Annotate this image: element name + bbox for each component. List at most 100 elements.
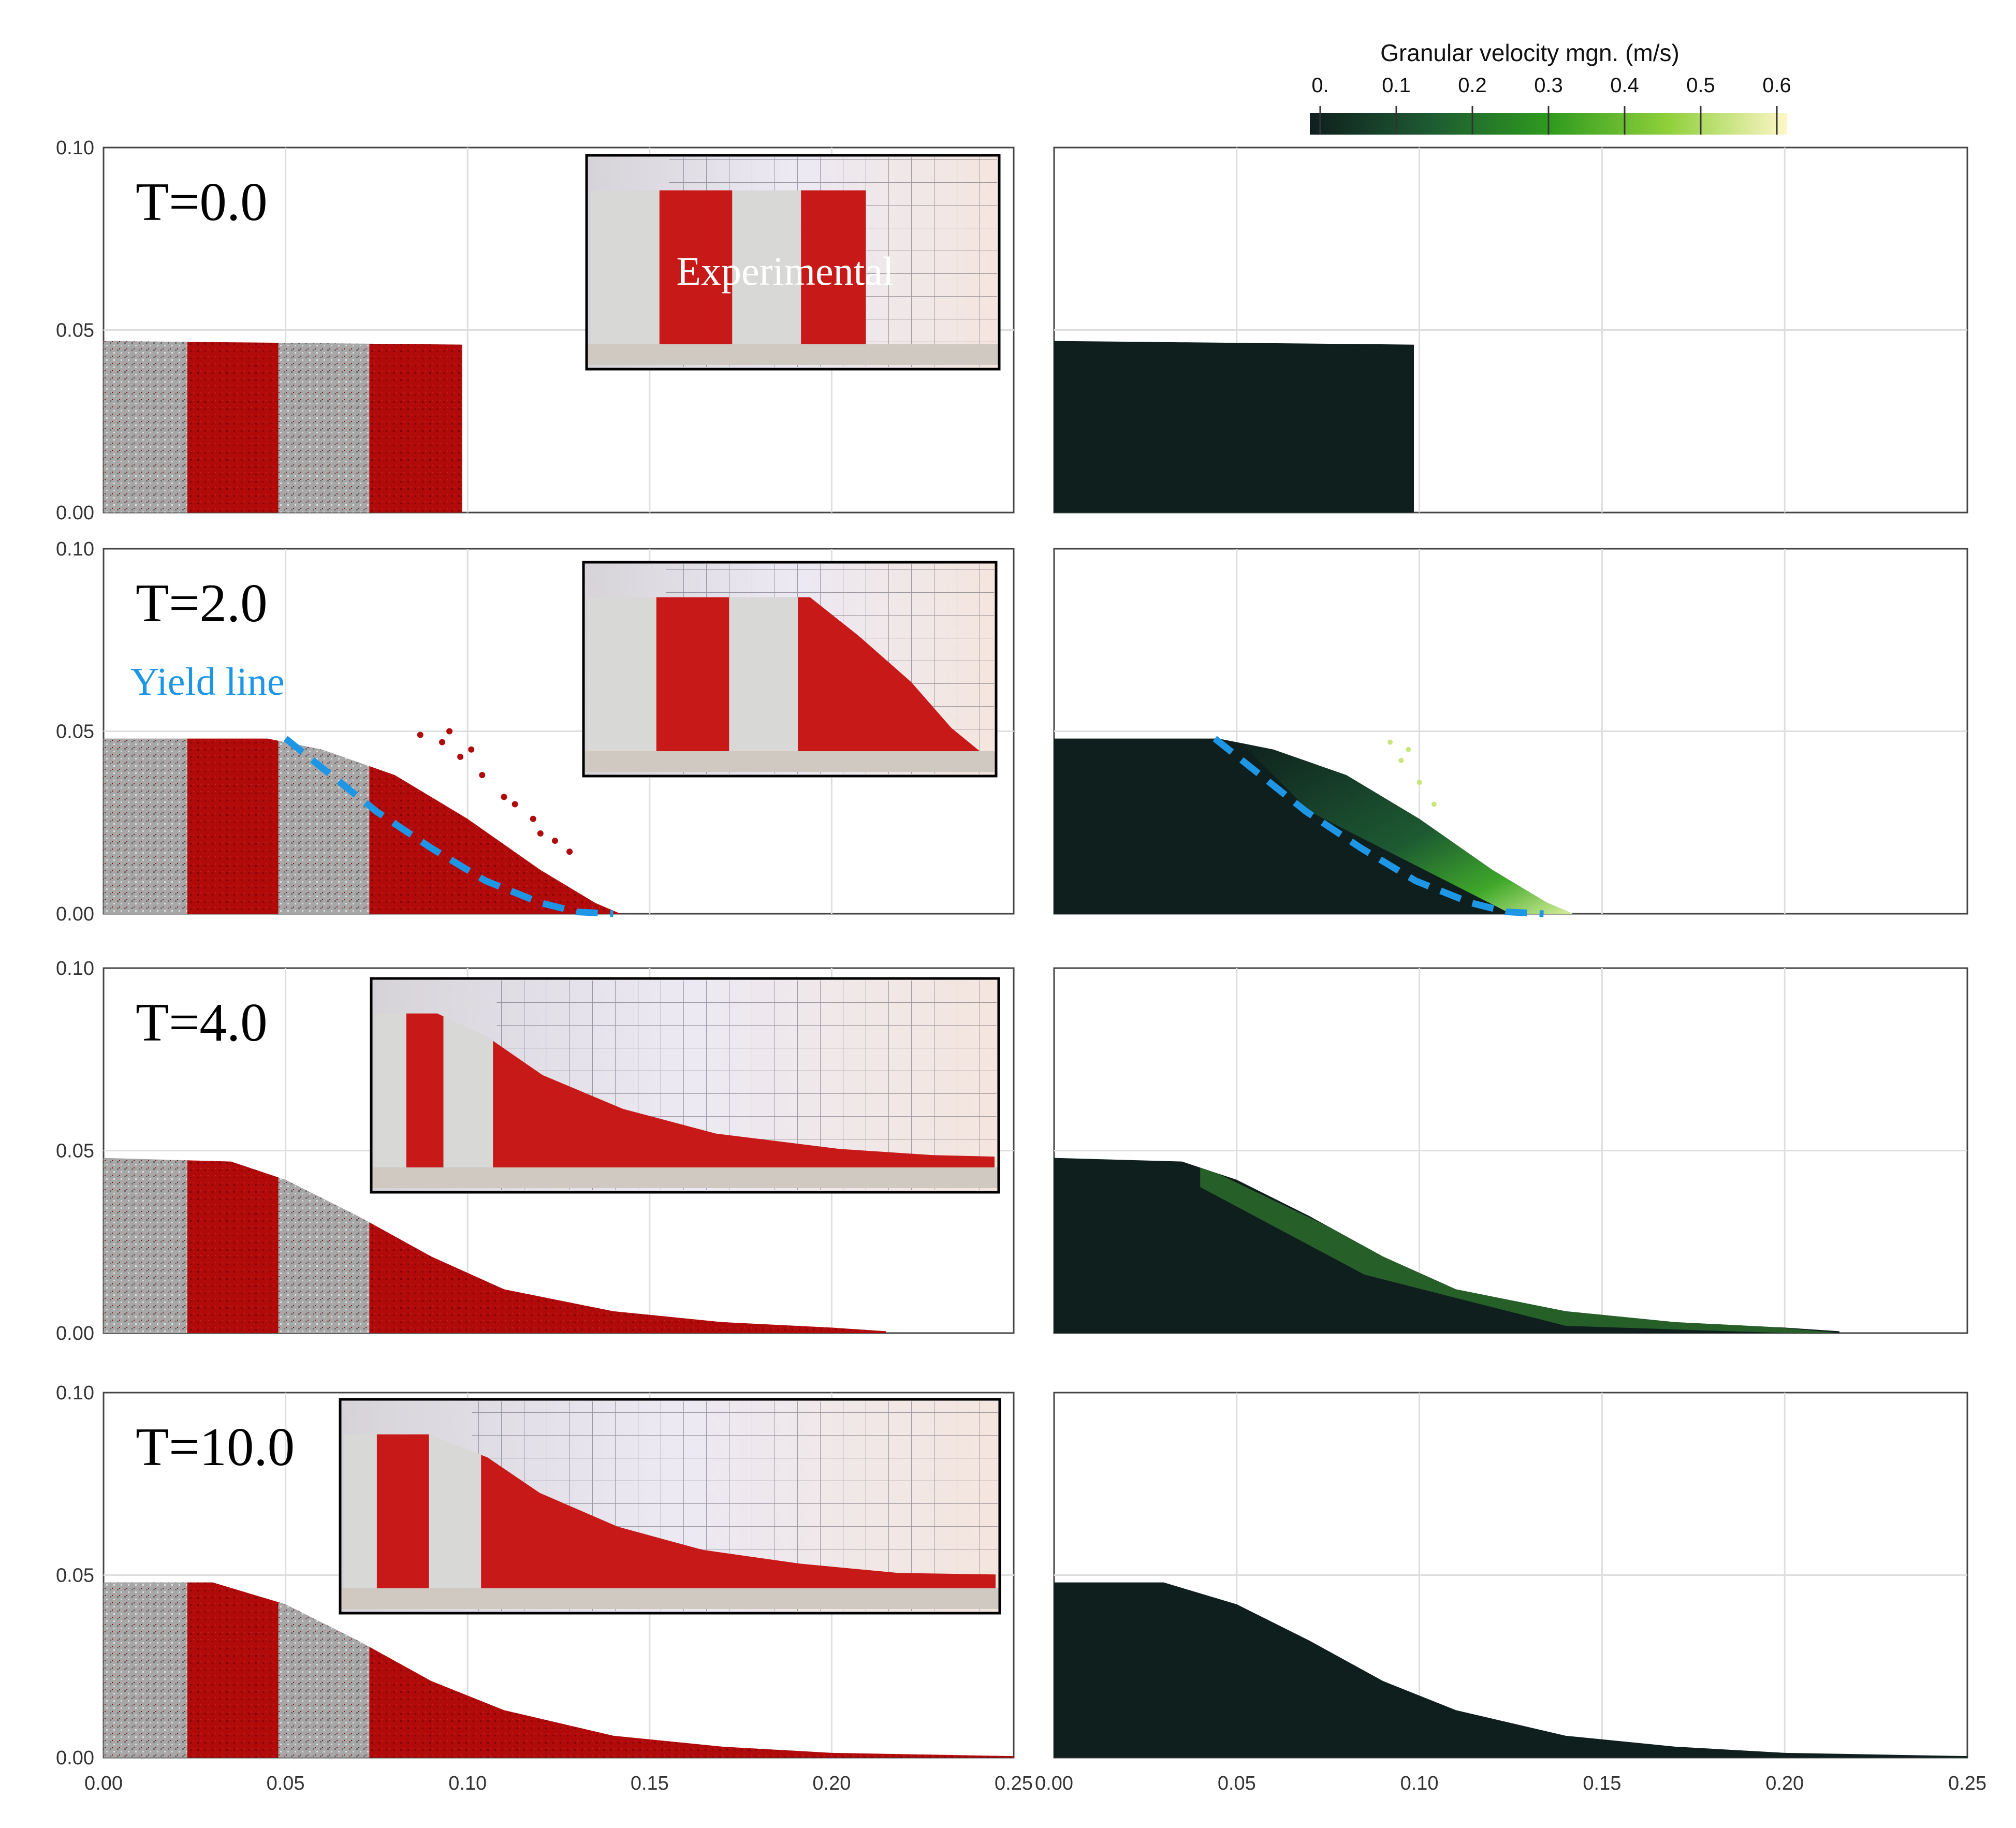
inset-stripe xyxy=(732,190,801,344)
colorbar-tick-label: 0.4 xyxy=(1610,74,1639,97)
x-tick-label: 0.05 xyxy=(267,1773,305,1794)
inset-stripe xyxy=(656,597,729,751)
flowing-layer xyxy=(1236,738,1573,914)
experimental-photo-inset xyxy=(339,1398,1001,1615)
velocity-panel xyxy=(1053,147,1968,514)
red-particle-stripe xyxy=(187,341,279,513)
inset-border xyxy=(582,561,998,778)
inset-stripe xyxy=(376,1434,429,1588)
inset-stripe xyxy=(801,190,866,344)
grey-particle-stripe xyxy=(104,341,187,513)
y-tick-label: 0.05 xyxy=(56,320,94,342)
ejected-particle xyxy=(1431,801,1437,807)
inset-stripe xyxy=(659,190,733,344)
ejected-particle xyxy=(479,772,486,779)
panel-row: 0.10 0.05 0.00 0.00 0.05 0.10 0.15 0.20 0.25 T=10… xyxy=(56,1382,1986,1794)
particle-panel: 0.10 0.05 0.00 0.00 0.05 0.10 0.15 0.20 0.25 T=10… xyxy=(56,1382,1033,1794)
inset-floor xyxy=(340,1588,1000,1609)
panel-rows: 0.100.050.00T=0.0Experimental0.100.050.0… xyxy=(56,137,1986,1794)
ejected-particle xyxy=(1398,757,1404,763)
velocity-panel xyxy=(1053,967,1968,1334)
inset-stripe xyxy=(375,1013,406,1167)
panel-row: 0.10 0.05 0.00 T=2.0 Yield line xyxy=(56,538,1968,925)
x-tick-label: 0.10 xyxy=(1400,1773,1439,1794)
y-tick-label: 0.00 xyxy=(56,1747,94,1769)
ejected-particle xyxy=(512,801,518,808)
inset-stripe xyxy=(406,1013,444,1167)
inset-floor xyxy=(371,1167,999,1188)
ejected-particle xyxy=(537,830,544,837)
experimental-photo-inset: Experimental xyxy=(585,154,1001,371)
x-tick-label: 0.25 xyxy=(1948,1773,1986,1794)
yield-line-label: Yield line xyxy=(130,660,285,704)
experimental-photo-inset xyxy=(370,977,1000,1194)
y-tick-label: 0.05 xyxy=(56,1140,94,1162)
colorbar-title: Granular velocity mgn. (m/s) xyxy=(1380,39,1679,66)
colorbar-tick-label: 0.3 xyxy=(1534,74,1563,97)
velocity-colorbar: Granular velocity mgn. (m/s) 0. 0.1 0.2 0.3… xyxy=(1310,39,1791,135)
colorbar-tick-label: 0.5 xyxy=(1686,74,1715,97)
time-label: T=10.0 xyxy=(136,1416,295,1477)
y-tick-label: 0.00 xyxy=(56,502,94,524)
x-tick-label: 0.20 xyxy=(1765,1773,1804,1794)
static-region xyxy=(1054,341,1414,513)
inset-stripe xyxy=(588,597,656,751)
ejected-particle xyxy=(1416,780,1422,785)
ejected-particle xyxy=(439,739,445,745)
inset-stripe xyxy=(429,1434,481,1588)
x-tick-label: 0.15 xyxy=(1583,1773,1621,1794)
time-label: T=0.0 xyxy=(136,171,268,232)
y-tick-label: 0.05 xyxy=(56,721,94,743)
inset-floor xyxy=(587,344,999,365)
grey-particle-stripe xyxy=(104,1582,187,1758)
inset-border xyxy=(585,154,1001,371)
ejected-particle xyxy=(446,728,453,735)
y-tick-label: 0.10 xyxy=(56,137,94,159)
experimental-photo-inset xyxy=(582,561,998,778)
particle-mass xyxy=(104,341,462,513)
panel-row: 0.10 0.05 0.00 T=0.0 Experimental xyxy=(56,137,1968,524)
x-tick-label: 0.00 xyxy=(1035,1773,1073,1794)
velocity-panel: 0.00 0.05 0.10 0.15 0.20 0.25 xyxy=(1035,1392,1986,1794)
grey-particle-stripe xyxy=(278,341,370,513)
yield-line xyxy=(283,736,613,917)
grey-particle-stripe xyxy=(104,738,187,914)
ejected-particle xyxy=(468,746,475,753)
x-tick-label: 0.15 xyxy=(631,1773,669,1794)
ejected-particle xyxy=(566,849,573,855)
time-label: T=4.0 xyxy=(136,992,268,1052)
inset-floor xyxy=(583,751,996,772)
particle-panel: 0.10 0.05 0.00 T=2.0 Yield line xyxy=(56,538,1015,925)
ejected-particle xyxy=(530,815,536,822)
panel-row: 0.10 0.05 0.00 T=4.0 xyxy=(56,958,1968,1344)
inset-border xyxy=(370,977,1000,1194)
y-tick-label: 0.00 xyxy=(56,1323,94,1344)
inset-deposit xyxy=(591,190,866,344)
colorbar-tick-label: 0.1 xyxy=(1382,74,1411,97)
time-label: T=2.0 xyxy=(136,573,268,633)
particle-panel: 0.10 0.05 0.00 T=0.0 Experimental xyxy=(56,137,1015,524)
y-tick-label: 0.05 xyxy=(56,1565,94,1587)
velocity-panel xyxy=(1053,548,1968,917)
y-tick-label: 0.10 xyxy=(56,1382,94,1404)
experimental-label: Experimental xyxy=(676,248,894,294)
colorbar-tick-label: 0.6 xyxy=(1762,74,1791,97)
x-tick-label: 0.25 xyxy=(995,1773,1033,1794)
colorbar-tick-label: 0.2 xyxy=(1458,74,1487,97)
inset-stripe xyxy=(729,597,798,751)
grey-particle-stripe xyxy=(104,1158,187,1333)
velocity-mass xyxy=(1054,341,1414,513)
red-particle-stripe xyxy=(369,341,462,513)
x-tick-label: 0.05 xyxy=(1218,1773,1256,1794)
x-tick-label: 0.10 xyxy=(448,1773,487,1794)
ejected-particle xyxy=(551,838,558,844)
y-tick-label: 0.10 xyxy=(56,958,94,979)
ejected-particle xyxy=(1406,747,1411,752)
ejected-particle xyxy=(417,732,423,738)
inset-border xyxy=(339,1398,1001,1615)
inset-stripe xyxy=(344,1434,377,1588)
y-tick-label: 0.00 xyxy=(56,903,94,925)
y-tick-label: 0.10 xyxy=(56,538,94,560)
ejected-particle xyxy=(501,794,507,800)
ejected-particle xyxy=(457,753,464,760)
